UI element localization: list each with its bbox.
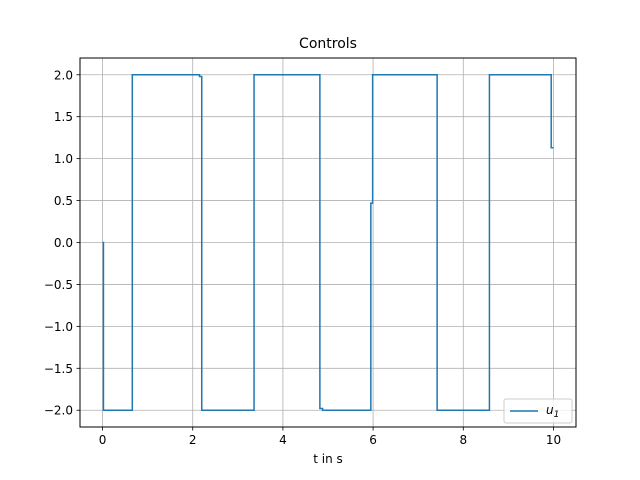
chart-title: Controls	[299, 36, 357, 52]
y-tick-label: 2.0	[54, 68, 73, 82]
series-layer	[102, 74, 554, 411]
y-tick-label: 0.5	[54, 194, 73, 208]
y-tick-label: 1.0	[54, 152, 73, 166]
y-tick-label: 0.0	[54, 236, 73, 250]
x-tick-label: 10	[546, 433, 561, 447]
x-tick-label: 0	[99, 433, 107, 447]
series-line-u1	[102, 74, 554, 411]
y-tick-label: −1.0	[44, 320, 73, 334]
ticks: 0 2 4 6 8 10 −2.0 −1.5 −1.0 −0.5 0.0 0.5 1.0 1.5 2.0	[44, 68, 561, 447]
x-tick-label: 8	[459, 433, 467, 447]
y-tick-label: −2.0	[44, 404, 73, 418]
y-tick-label: 1.5	[54, 110, 73, 124]
x-tick-label: 6	[369, 433, 377, 447]
legend-label-u1: u1	[546, 403, 559, 420]
x-axis-label: t in s	[313, 452, 343, 466]
legend: u1	[503, 398, 573, 424]
y-tick-label: −1.5	[44, 362, 73, 376]
x-tick-label: 2	[189, 433, 197, 447]
y-tick-label: −0.5	[44, 278, 73, 292]
x-tick-label: 4	[279, 433, 287, 447]
grid	[80, 58, 576, 427]
